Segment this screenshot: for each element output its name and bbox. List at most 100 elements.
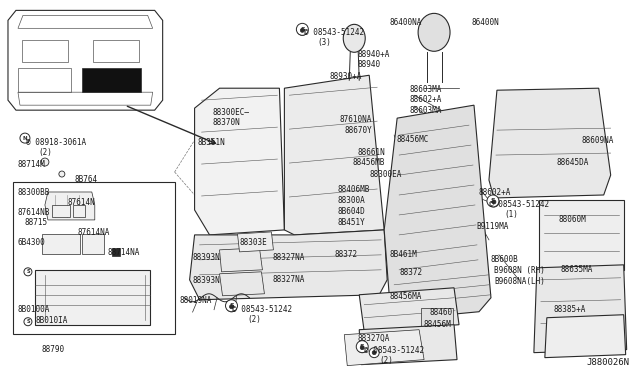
Circle shape (24, 318, 32, 326)
Text: 8B0100A: 8B0100A (18, 305, 51, 314)
Text: 88790: 88790 (42, 345, 65, 354)
Text: 88327NA: 88327NA (273, 253, 305, 262)
Circle shape (227, 302, 237, 312)
Bar (42, 234, 80, 254)
Text: 88327QA: 88327QA (357, 334, 390, 343)
Text: 88714NA: 88714NA (108, 248, 140, 257)
Text: 88019NA: 88019NA (180, 296, 212, 305)
Text: (2): (2) (38, 148, 52, 157)
Polygon shape (344, 330, 424, 366)
Text: 87614NB: 87614NB (18, 208, 51, 217)
Polygon shape (45, 192, 95, 220)
Text: 88372: 88372 (399, 268, 422, 277)
Text: 88393N: 88393N (193, 253, 220, 262)
Text: (1): (1) (504, 210, 518, 219)
Text: (3): (3) (317, 38, 331, 47)
Circle shape (566, 152, 572, 158)
Bar (13, 182, 175, 334)
Text: 88300EC–: 88300EC– (212, 108, 250, 117)
Text: 88393N: 88393N (193, 276, 220, 285)
Text: 88940: 88940 (357, 60, 380, 69)
Text: 88603MA: 88603MA (409, 106, 442, 115)
Bar (73, 205, 85, 217)
Text: 86400NA: 86400NA (389, 18, 422, 28)
Text: 88661N: 88661N (357, 148, 385, 157)
Circle shape (24, 268, 32, 276)
Circle shape (41, 158, 49, 166)
Circle shape (298, 25, 307, 35)
Circle shape (372, 351, 376, 355)
Circle shape (357, 343, 367, 353)
Text: 8B600B: 8B600B (491, 255, 518, 264)
Text: 88385+A: 88385+A (554, 305, 586, 314)
Text: 88060M: 88060M (559, 215, 587, 224)
Circle shape (545, 146, 553, 154)
Polygon shape (284, 75, 384, 235)
Text: 88303E: 88303E (239, 238, 268, 247)
Text: 88602+A: 88602+A (479, 188, 511, 197)
Circle shape (487, 195, 499, 207)
Text: 6B4300: 6B4300 (18, 238, 45, 247)
Text: 88609NA: 88609NA (582, 136, 614, 145)
Text: 88460: 88460 (429, 308, 452, 317)
Text: © 08543-51242: © 08543-51242 (305, 28, 364, 37)
Bar (35, 270, 150, 325)
Text: 88370N: 88370N (212, 118, 240, 127)
Text: 87614N: 87614N (68, 198, 95, 207)
Text: S: S (491, 199, 495, 203)
Text: 88635MA: 88635MA (561, 265, 593, 274)
Text: S: S (26, 269, 29, 274)
Text: 88300BB: 88300BB (18, 188, 51, 197)
Text: 88714M: 88714M (18, 160, 45, 169)
Text: 87614NA: 87614NA (78, 228, 110, 237)
Text: 88645DA: 88645DA (557, 158, 589, 167)
Circle shape (225, 300, 237, 312)
Text: 86400N: 86400N (472, 18, 500, 28)
Text: 88300A: 88300A (337, 196, 365, 205)
Circle shape (574, 105, 584, 115)
Polygon shape (220, 272, 264, 296)
Circle shape (489, 197, 499, 207)
Text: B9608N (RH): B9608N (RH) (494, 266, 545, 275)
Text: (2): (2) (379, 356, 393, 365)
Text: 88456M: 88456M (423, 320, 451, 329)
Circle shape (20, 133, 30, 143)
Text: 88603MA: 88603MA (409, 85, 442, 94)
Bar (82, 234, 104, 254)
Text: © 08543-51242: © 08543-51242 (489, 200, 549, 209)
Text: S: S (229, 303, 234, 308)
Text: 8B010IA: 8B010IA (36, 316, 68, 325)
Circle shape (360, 346, 364, 350)
Text: J880026N: J880026N (587, 357, 630, 367)
Text: B9608NA(LH): B9608NA(LH) (494, 277, 545, 286)
Text: N: N (22, 136, 28, 141)
Text: 8B604D: 8B604D (337, 207, 365, 216)
Bar (52, 205, 70, 217)
Polygon shape (489, 88, 611, 198)
Polygon shape (359, 288, 459, 332)
Bar (22, 40, 68, 62)
Bar (539, 200, 623, 270)
Polygon shape (189, 230, 387, 300)
Text: © 08543-51242: © 08543-51242 (232, 305, 292, 314)
Text: 88670Y: 88670Y (344, 126, 372, 135)
Circle shape (59, 171, 65, 177)
Text: 88456MC: 88456MC (396, 135, 429, 144)
Text: S: S (360, 344, 365, 349)
Text: 88300EA: 88300EA (369, 170, 401, 179)
Text: S: S (26, 319, 29, 324)
Circle shape (492, 200, 496, 204)
Text: 88406MB: 88406MB (337, 185, 370, 194)
Polygon shape (534, 265, 627, 353)
Text: B9119MA: B9119MA (476, 222, 508, 231)
Text: 88940+A: 88940+A (357, 50, 390, 59)
Polygon shape (195, 88, 284, 235)
Text: 8B451Y: 8B451Y (337, 218, 365, 227)
Circle shape (514, 105, 524, 115)
Text: © 08543-51242: © 08543-51242 (364, 346, 424, 355)
Polygon shape (384, 105, 491, 320)
Circle shape (356, 341, 368, 353)
Polygon shape (359, 325, 457, 365)
Text: 8B764: 8B764 (75, 175, 98, 184)
Text: ® 08918-3061A: ® 08918-3061A (26, 138, 86, 147)
